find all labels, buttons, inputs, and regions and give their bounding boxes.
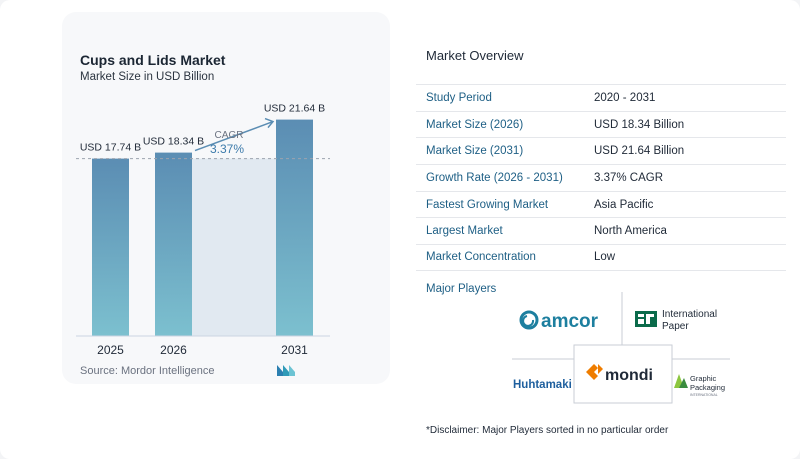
market-overview-panel: Market Overview Study Period 2020 - 2031 … xyxy=(416,0,786,459)
mondi-mark-icon xyxy=(586,364,603,380)
major-players-title: Major Players xyxy=(426,283,497,295)
mondi-wordmark: mondi xyxy=(605,367,653,384)
data-label: USD 18.34 B xyxy=(143,136,204,148)
chart-subtitle: Market Size in USD Billion xyxy=(80,71,215,83)
row-label: Largest Market xyxy=(426,225,503,238)
row-label: Market Concentration xyxy=(426,251,536,264)
bar-chart: USD 17.74 B USD 18.34 B USD 21.64 B 2025 202… xyxy=(76,103,330,357)
table-row: Market Size (2031) USD 21.64 Billion xyxy=(416,137,786,164)
row-value: Asia Pacific xyxy=(594,198,654,211)
row-label: Market Size (2031) xyxy=(426,145,524,158)
overview-title: Market Overview xyxy=(426,48,524,63)
table-row: Growth Rate (2026 - 2031) 3.37% CAGR xyxy=(416,164,786,191)
disclaimer-note: *Disclaimer: Major Players sorted in no … xyxy=(426,425,669,436)
table-row: Market Concentration Low xyxy=(416,244,786,271)
gp-wordmark-line1: Graphic xyxy=(690,374,717,383)
x-tick-label: 2025 xyxy=(97,343,124,357)
row-value: North America xyxy=(594,225,667,238)
row-value: Low xyxy=(594,251,616,264)
data-label: USD 21.64 B xyxy=(264,103,325,115)
amcor-wordmark: amcor xyxy=(541,311,599,332)
row-label: Market Size (2026) xyxy=(426,118,524,131)
row-label: Study Period xyxy=(426,91,492,104)
bar-2026 xyxy=(155,152,192,336)
table-row: Study Period 2020 - 2031 xyxy=(416,84,786,111)
graphic-packaging-logo: Graphic Packaging INTERNATIONAL xyxy=(674,374,725,397)
cagr-label: CAGR xyxy=(215,130,244,141)
row-label: Growth Rate (2026 - 2031) xyxy=(426,171,563,184)
amcor-logo: amcor xyxy=(519,310,599,332)
overview-table: Study Period 2020 - 2031 Market Size (202… xyxy=(416,84,786,271)
mondi-logo: mondi xyxy=(586,364,653,384)
international-paper-logo: International Paper xyxy=(635,309,717,332)
mordor-logo-icon xyxy=(277,365,295,376)
bar-2025 xyxy=(92,158,129,336)
row-value: USD 18.34 Billion xyxy=(594,118,685,131)
table-row: Fastest Growing Market Asia Pacific xyxy=(416,190,786,218)
ip-wordmark-line2: Paper xyxy=(662,321,689,332)
chart-title: Cups and Lids Market xyxy=(80,52,226,68)
cagr-value: 3.37% xyxy=(210,142,244,156)
x-tick-label: 2026 xyxy=(160,343,187,357)
gp-wordmark-line2: Packaging xyxy=(690,383,725,392)
cagr-arrowhead xyxy=(264,117,275,129)
table-row: Largest Market North America xyxy=(416,217,786,244)
row-value: 2020 - 2031 xyxy=(594,91,656,104)
table-row: Market Size (2026) USD 18.34 Billion xyxy=(416,110,786,138)
x-tick-label: 2031 xyxy=(281,343,308,357)
cagr-arrow xyxy=(194,120,274,152)
major-players-grid: amcor International Paper Huhtamaki mond… xyxy=(512,292,730,404)
huhtamaki-logo: Huhtamaki xyxy=(513,379,572,391)
source-note: Source: Mordor Intelligence xyxy=(80,365,215,377)
row-value: USD 21.64 Billion xyxy=(594,145,685,158)
row-value: 3.37% CAGR xyxy=(594,171,664,184)
ip-wordmark-line1: International xyxy=(662,309,717,320)
gp-wordmark-line3: INTERNATIONAL xyxy=(690,393,718,397)
projection-band xyxy=(192,158,276,336)
amcor-mark-icon xyxy=(519,310,539,330)
row-label: Fastest Growing Market xyxy=(426,198,549,211)
data-label: USD 17.74 B xyxy=(80,142,141,154)
bar-2031 xyxy=(276,119,313,336)
